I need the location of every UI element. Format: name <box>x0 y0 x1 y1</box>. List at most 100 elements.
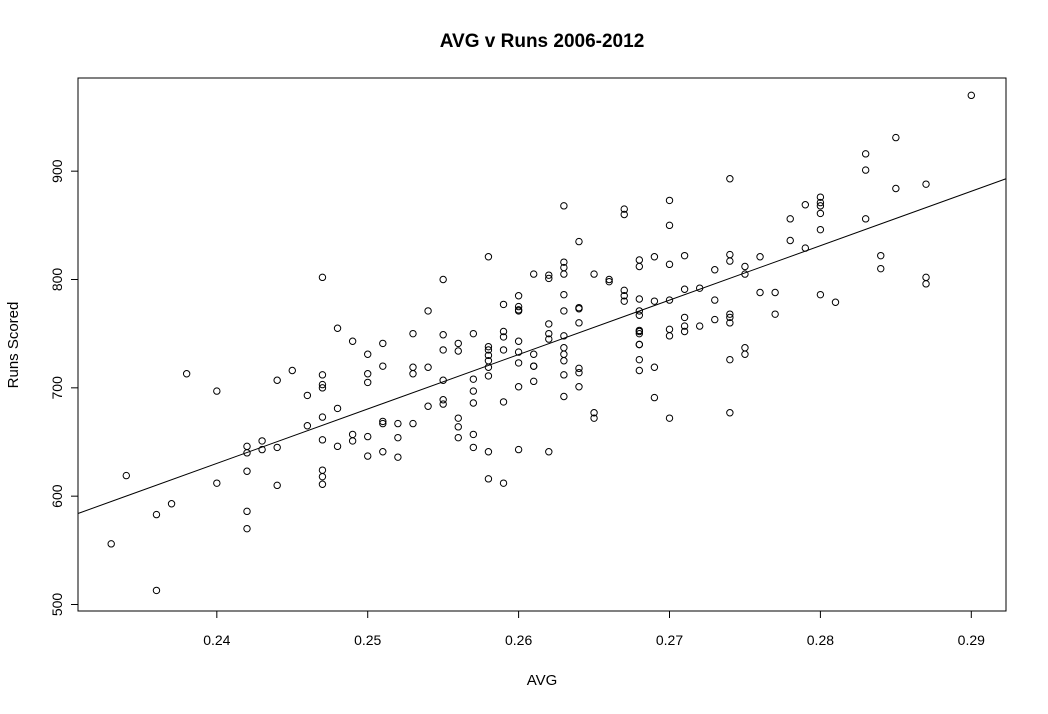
data-point <box>439 275 447 284</box>
data-point <box>364 378 372 387</box>
data-point <box>560 350 568 358</box>
data-point <box>499 398 508 406</box>
data-point <box>288 366 296 375</box>
data-point <box>167 500 176 508</box>
data-point <box>575 383 583 391</box>
data-point <box>545 274 553 283</box>
data-point <box>514 302 523 311</box>
data-point <box>560 307 568 315</box>
x-axis: 0.24 0.25 0.26 0.27 0.28 0.29 <box>203 610 985 648</box>
data-point <box>545 320 553 328</box>
data-point <box>454 347 462 355</box>
data-point <box>122 471 130 480</box>
data-point <box>469 399 478 407</box>
data-point <box>243 467 251 475</box>
data-point <box>318 466 327 474</box>
x-tick-label: 0.27 <box>656 632 683 648</box>
data-point <box>484 351 493 360</box>
data-point <box>530 350 538 358</box>
data-point <box>273 376 281 384</box>
data-point <box>409 370 417 378</box>
data-point <box>484 475 493 483</box>
x-tick-label: 0.28 <box>807 632 834 648</box>
data-point <box>318 413 327 421</box>
data-point <box>107 540 115 548</box>
data-point <box>545 271 553 279</box>
data-point <box>379 419 387 428</box>
data-point <box>575 368 583 377</box>
data-point <box>424 307 432 315</box>
data-point <box>379 339 387 348</box>
data-point <box>665 325 674 334</box>
data-point <box>635 329 644 338</box>
data-point <box>635 262 644 271</box>
data-point <box>364 370 372 378</box>
data-point <box>861 166 870 174</box>
data-point <box>756 288 764 297</box>
data-point <box>816 225 825 234</box>
data-point <box>243 524 251 533</box>
data-point <box>333 442 342 451</box>
data-point <box>484 342 493 351</box>
data-point <box>545 335 553 343</box>
data-point <box>816 198 825 207</box>
data-point <box>303 391 312 400</box>
data-point <box>530 362 538 370</box>
data-point <box>333 404 342 413</box>
data-point <box>454 339 462 348</box>
data-point <box>499 333 508 341</box>
data-point <box>711 266 719 274</box>
data-point <box>575 319 583 327</box>
data-point <box>650 253 659 261</box>
data-point <box>560 270 568 278</box>
data-point <box>620 210 628 219</box>
data-point <box>409 419 417 428</box>
data-point <box>620 205 628 213</box>
data-point <box>771 310 779 318</box>
data-point <box>922 280 930 288</box>
data-point <box>514 348 523 356</box>
data-point <box>680 322 689 330</box>
data-point <box>379 448 387 456</box>
data-point <box>439 400 447 408</box>
data-point <box>726 355 734 364</box>
data-point <box>665 414 674 422</box>
data-point <box>182 370 191 378</box>
data-point <box>726 313 734 322</box>
data-point <box>560 258 568 266</box>
data-point <box>318 436 327 444</box>
data-point <box>590 409 598 417</box>
data-point <box>152 510 161 519</box>
data-point <box>409 363 417 371</box>
data-point <box>439 331 447 339</box>
data-point <box>695 322 704 330</box>
data-point <box>454 414 462 422</box>
data-point <box>243 449 251 457</box>
data-point <box>726 409 734 417</box>
data-point <box>243 507 251 516</box>
y-tick-label: 700 <box>49 376 65 400</box>
data-point <box>635 256 644 264</box>
y-tick-label: 900 <box>49 159 65 183</box>
data-point <box>680 327 689 336</box>
data-point <box>469 375 478 383</box>
data-point <box>273 443 281 452</box>
data-point <box>635 355 644 364</box>
y-axis-label: Runs Scored <box>5 302 22 389</box>
data-point <box>379 362 387 370</box>
data-point <box>560 357 568 365</box>
data-point <box>816 290 825 299</box>
data-point <box>967 91 975 100</box>
data-point <box>726 310 734 318</box>
data-point <box>530 377 538 386</box>
data-point <box>741 344 749 352</box>
data-point <box>484 346 493 354</box>
data-point <box>484 448 493 456</box>
data-point <box>892 133 900 142</box>
data-point <box>575 237 583 246</box>
data-point <box>469 430 478 439</box>
data-points <box>107 91 975 595</box>
data-point <box>318 472 327 481</box>
data-point <box>786 215 794 223</box>
